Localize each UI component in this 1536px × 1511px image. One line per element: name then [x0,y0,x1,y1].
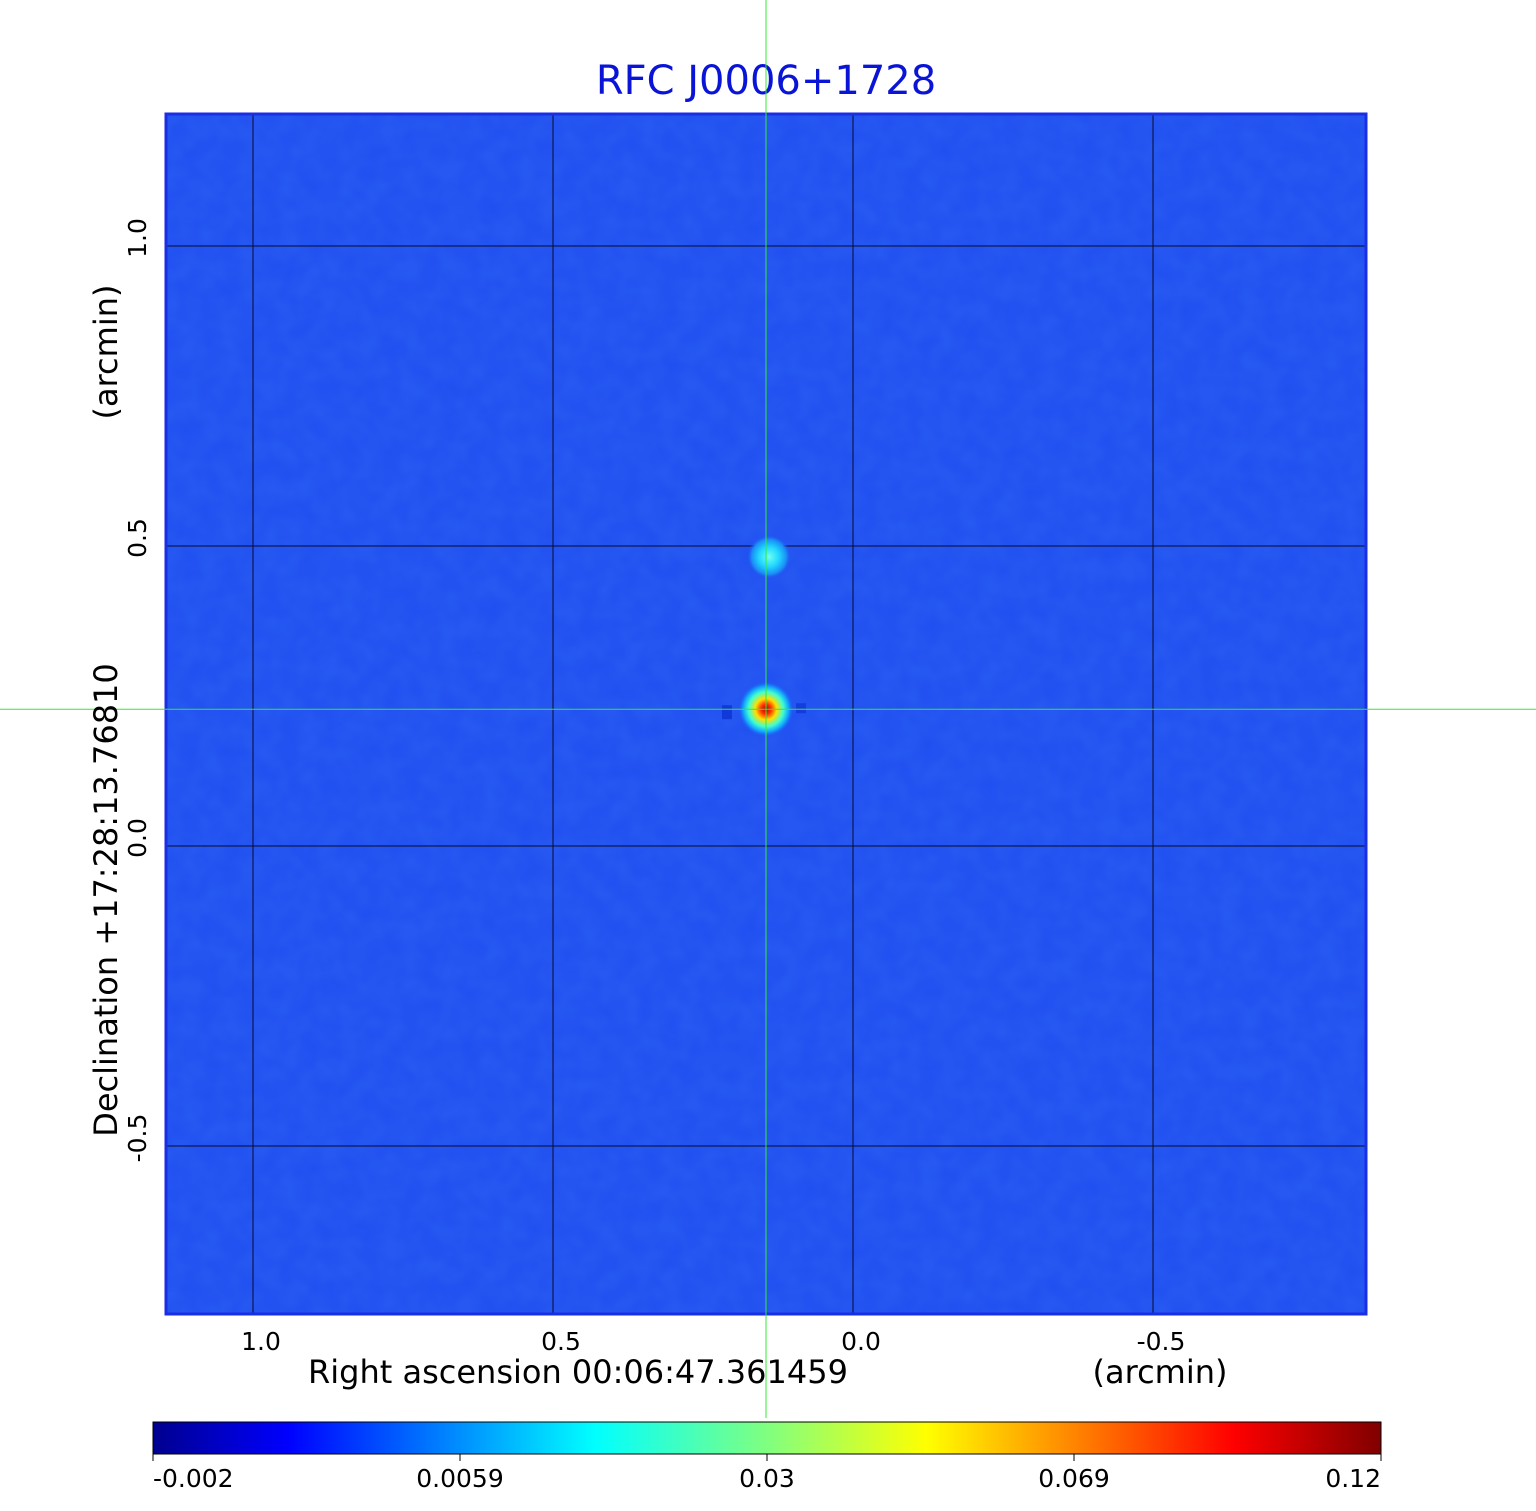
colorbar: -0.002 0.0059 0.03 0.069 0.12 [152,1421,1382,1493]
x-tick-label-0: 1.0 [241,1327,281,1356]
colorbar-gradient [152,1421,1382,1455]
x-axis-unit: (arcmin) [1093,1353,1228,1391]
y-tick-label-0: 1.0 [123,218,152,258]
y-axis-label: Declination +17:28:13.76810 [87,663,125,1137]
crosshair [0,0,1536,1418]
source-sidelobe-1 [796,703,806,714]
x-tick-label-3: -0.5 [1137,1327,1186,1356]
y-tick-labels: 1.0 0.5 0.0 -0.5 [123,218,152,1162]
colorbar-tick-label-3: 0.069 [1038,1464,1110,1493]
y-tick-label-3: -0.5 [123,1114,152,1163]
colorbar-tick-label-1: 0.0059 [416,1464,503,1493]
source-sidelobe-0 [722,705,732,720]
colorbar-tick-label-2: 0.03 [739,1464,795,1493]
source-1 [747,534,791,579]
x-tick-labels: 1.0 0.5 0.0 -0.5 [241,1327,1185,1356]
x-tick-label-2: 0.0 [841,1327,881,1356]
colorbar-tick-label-4: 0.12 [1325,1464,1381,1493]
x-tick-label-1: 0.5 [541,1327,581,1356]
y-tick-label-2: 0.0 [123,818,152,858]
x-axis-label: Right ascension 00:06:47.361459 [308,1353,848,1391]
colorbar-tick-labels: -0.002 0.0059 0.03 0.069 0.12 [152,1454,1382,1493]
y-axis-unit: (arcmin) [87,285,125,420]
y-tick-label-1: 0.5 [123,518,152,558]
colorbar-tick-label-0: -0.002 [153,1464,234,1493]
